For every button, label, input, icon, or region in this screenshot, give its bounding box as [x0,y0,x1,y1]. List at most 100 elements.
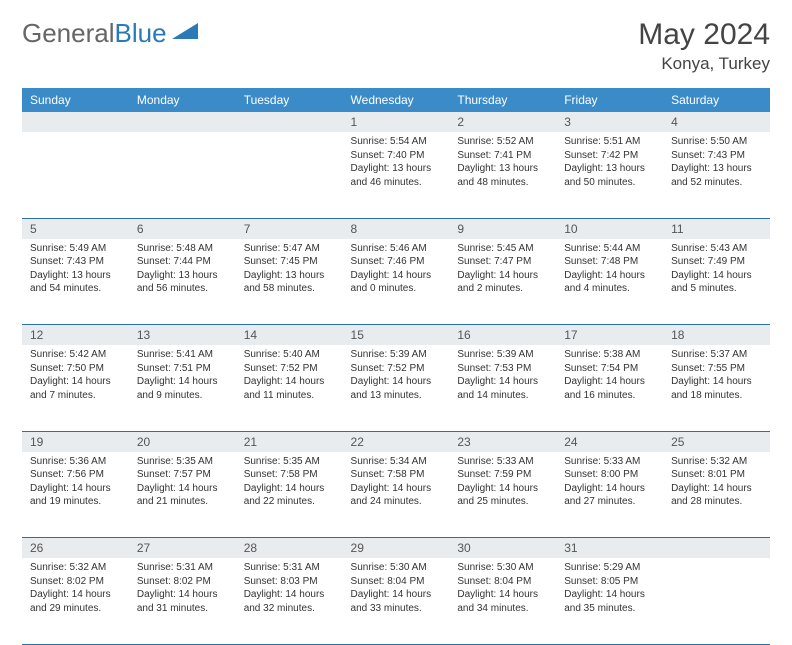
daynum-cell: 10 [556,218,663,239]
day-content: Sunrise: 5:44 AMSunset: 7:48 PMDaylight:… [556,239,663,302]
sunset-text: Sunset: 7:47 PM [457,255,548,269]
daylight-line1: Daylight: 13 hours [30,269,121,283]
daynum-row: 1234 [22,112,770,132]
daylight-line1: Daylight: 14 hours [564,375,655,389]
day-number-empty [236,112,343,132]
sunset-text: Sunset: 7:55 PM [671,362,762,376]
sunset-text: Sunset: 8:05 PM [564,575,655,589]
sunrise-text: Sunrise: 5:49 AM [30,242,121,256]
week-row: Sunrise: 5:54 AMSunset: 7:40 PMDaylight:… [22,132,770,218]
sunrise-text: Sunrise: 5:46 AM [351,242,442,256]
daylight-line2: and 27 minutes. [564,495,655,509]
day-number: 13 [129,325,236,345]
day-number: 9 [449,219,556,239]
daylight-line1: Daylight: 14 hours [457,375,548,389]
day-number: 12 [22,325,129,345]
day-header-row: SundayMondayTuesdayWednesdayThursdayFrid… [22,88,770,112]
daynum-cell: 7 [236,218,343,239]
daylight-line1: Daylight: 14 hours [457,269,548,283]
sunrise-text: Sunrise: 5:30 AM [351,561,442,575]
daylight-line2: and 33 minutes. [351,602,442,616]
day-number: 2 [449,112,556,132]
daynum-cell: 26 [22,538,129,559]
daylight-line1: Daylight: 14 hours [671,375,762,389]
day-number: 23 [449,432,556,452]
day-number: 27 [129,538,236,558]
sunset-text: Sunset: 7:43 PM [30,255,121,269]
sunset-text: Sunset: 7:57 PM [137,468,228,482]
day-cell: Sunrise: 5:35 AMSunset: 7:57 PMDaylight:… [129,452,236,538]
logo-part1: General [22,18,115,48]
daylight-line2: and 50 minutes. [564,176,655,190]
title-block: May 2024 Konya, Turkey [638,18,770,74]
daynum-cell: 23 [449,431,556,452]
daylight-line1: Daylight: 14 hours [564,482,655,496]
day-cell: Sunrise: 5:39 AMSunset: 7:52 PMDaylight:… [343,345,450,431]
sunset-text: Sunset: 7:51 PM [137,362,228,376]
daylight-line1: Daylight: 13 hours [351,162,442,176]
day-cell: Sunrise: 5:31 AMSunset: 8:03 PMDaylight:… [236,558,343,644]
daynum-row: 567891011 [22,218,770,239]
daynum-cell: 13 [129,325,236,346]
daylight-line1: Daylight: 14 hours [244,588,335,602]
daynum-cell: 25 [663,431,770,452]
daylight-line1: Daylight: 14 hours [564,269,655,283]
daylight-line2: and 7 minutes. [30,389,121,403]
day-number: 3 [556,112,663,132]
day-content: Sunrise: 5:46 AMSunset: 7:46 PMDaylight:… [343,239,450,302]
daylight-line1: Daylight: 14 hours [457,588,548,602]
day-content: Sunrise: 5:42 AMSunset: 7:50 PMDaylight:… [22,345,129,408]
day-cell [22,132,129,218]
daylight-line2: and 34 minutes. [457,602,548,616]
daynum-cell: 11 [663,218,770,239]
sunrise-text: Sunrise: 5:40 AM [244,348,335,362]
day-number: 30 [449,538,556,558]
week-row: Sunrise: 5:49 AMSunset: 7:43 PMDaylight:… [22,239,770,325]
daylight-line2: and 35 minutes. [564,602,655,616]
daynum-cell: 16 [449,325,556,346]
day-cell: Sunrise: 5:37 AMSunset: 7:55 PMDaylight:… [663,345,770,431]
sunset-text: Sunset: 7:46 PM [351,255,442,269]
daylight-line2: and 52 minutes. [671,176,762,190]
daynum-cell: 18 [663,325,770,346]
day-content: Sunrise: 5:43 AMSunset: 7:49 PMDaylight:… [663,239,770,302]
day-number: 25 [663,432,770,452]
daynum-cell: 3 [556,112,663,132]
sunset-text: Sunset: 7:49 PM [671,255,762,269]
day-content: Sunrise: 5:32 AMSunset: 8:01 PMDaylight:… [663,452,770,515]
daynum-cell: 6 [129,218,236,239]
daynum-cell: 30 [449,538,556,559]
sunset-text: Sunset: 7:58 PM [351,468,442,482]
daynum-cell [236,112,343,132]
day-cell: Sunrise: 5:41 AMSunset: 7:51 PMDaylight:… [129,345,236,431]
sunset-text: Sunset: 7:40 PM [351,149,442,163]
sunset-text: Sunset: 7:45 PM [244,255,335,269]
day-number: 14 [236,325,343,345]
daylight-line2: and 13 minutes. [351,389,442,403]
daylight-line1: Daylight: 13 hours [244,269,335,283]
day-number: 22 [343,432,450,452]
day-cell: Sunrise: 5:44 AMSunset: 7:48 PMDaylight:… [556,239,663,325]
month-title: May 2024 [638,18,770,52]
daynum-cell: 29 [343,538,450,559]
day-cell: Sunrise: 5:48 AMSunset: 7:44 PMDaylight:… [129,239,236,325]
daylight-line1: Daylight: 13 hours [457,162,548,176]
daynum-cell: 24 [556,431,663,452]
day-cell: Sunrise: 5:30 AMSunset: 8:04 PMDaylight:… [449,558,556,644]
sunset-text: Sunset: 8:02 PM [30,575,121,589]
day-number: 29 [343,538,450,558]
daylight-line1: Daylight: 14 hours [351,375,442,389]
day-number: 11 [663,219,770,239]
day-cell: Sunrise: 5:43 AMSunset: 7:49 PMDaylight:… [663,239,770,325]
daylight-line2: and 58 minutes. [244,282,335,296]
day-header-cell: Thursday [449,88,556,112]
daylight-line2: and 2 minutes. [457,282,548,296]
day-number: 8 [343,219,450,239]
day-header-cell: Monday [129,88,236,112]
sunset-text: Sunset: 8:04 PM [351,575,442,589]
sunrise-text: Sunrise: 5:31 AM [137,561,228,575]
daynum-cell: 28 [236,538,343,559]
daylight-line1: Daylight: 14 hours [351,588,442,602]
day-cell [663,558,770,644]
sunrise-text: Sunrise: 5:48 AM [137,242,228,256]
